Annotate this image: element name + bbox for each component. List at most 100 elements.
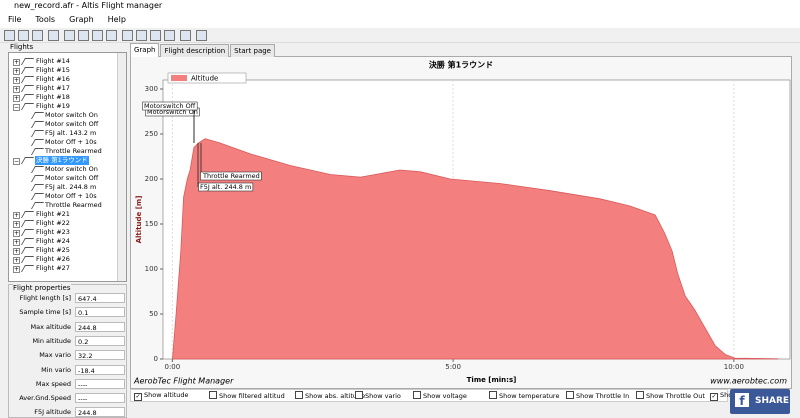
menu-item[interactable]: Graph [69, 15, 94, 24]
option[interactable]: Show Throttle In [566, 391, 629, 401]
menu-item[interactable]: Help [107, 15, 126, 24]
expander[interactable]: − [13, 158, 20, 165]
tree-row[interactable]: Throttle Rearmed [9, 147, 117, 156]
menu-item[interactable]: File [8, 15, 22, 24]
tool-graph3[interactable] [150, 30, 161, 41]
tree-icon [30, 112, 45, 119]
tool-zoom-fit[interactable] [106, 30, 117, 41]
expander[interactable]: + [13, 221, 20, 228]
tree-row[interactable]: + Flight #17 [9, 84, 117, 93]
expander[interactable]: + [13, 86, 20, 93]
property-value: 244.8 [75, 321, 125, 332]
y-tick-label: 50 [149, 310, 158, 318]
tab[interactable]: Graph [130, 43, 160, 57]
tool-zoom[interactable] [64, 30, 75, 41]
tree-row[interactable]: + Flight #25 [9, 246, 117, 255]
annotation-label: Throttle Rearmed [202, 172, 260, 180]
tool-erase[interactable] [196, 30, 207, 41]
tool-save[interactable] [32, 30, 43, 41]
checkbox[interactable] [413, 391, 421, 399]
tool-zoom-out[interactable] [92, 30, 103, 41]
tree-row[interactable]: Motor switch On [9, 165, 117, 174]
tree-row[interactable]: + Flight #22 [9, 219, 117, 228]
toolbar [0, 28, 800, 43]
checkbox[interactable] [355, 391, 363, 399]
tree-row[interactable]: + Flight #14 [9, 57, 117, 66]
option[interactable]: Show temperature [489, 391, 559, 401]
tree-row[interactable]: + Flight #23 [9, 228, 117, 237]
option[interactable]: Show voltage [413, 391, 467, 401]
checkbox[interactable]: ✓ [134, 393, 142, 401]
scrollbar[interactable] [117, 53, 126, 281]
tree-row[interactable]: + Flight #26 [9, 255, 117, 264]
checkbox[interactable] [636, 391, 644, 399]
expander[interactable]: + [13, 59, 20, 66]
event-label: Motor switch Off [45, 120, 99, 128]
tree-row[interactable]: F5J alt. 143.2 m [9, 129, 117, 138]
flight-label: Flight #16 [36, 75, 70, 83]
x-tick-label: 5:00 [445, 363, 461, 371]
expander[interactable]: + [13, 95, 20, 102]
property-value: 244.8 [75, 407, 125, 418]
checkbox[interactable] [566, 391, 574, 399]
checkbox[interactable] [209, 391, 217, 399]
tool-new[interactable] [4, 30, 15, 41]
tab[interactable]: Start page [230, 44, 275, 57]
tree-icon [20, 94, 35, 101]
tree-row[interactable]: Motor Off + 10s [9, 138, 117, 147]
expander[interactable]: + [13, 230, 20, 237]
expander[interactable]: + [13, 212, 20, 219]
tree-row[interactable]: Motor switch On [9, 111, 117, 120]
tree-row[interactable]: + Flight #15 [9, 66, 117, 75]
tree-row[interactable]: − Flight #19 [9, 102, 117, 111]
option[interactable]: Show vario [355, 391, 401, 401]
tree-row[interactable]: + Flight #27 [9, 264, 117, 273]
tree-icon [20, 103, 35, 110]
tree-row[interactable]: Throttle Rearmed [9, 201, 117, 210]
flight-label: Flight #19 [36, 102, 70, 110]
expander[interactable]: + [13, 68, 20, 75]
tool-close[interactable] [180, 30, 191, 41]
tree-row[interactable]: + Flight #16 [9, 75, 117, 84]
expander[interactable]: + [13, 257, 20, 264]
tree-icon [30, 121, 45, 128]
tool-graph2[interactable] [136, 30, 147, 41]
property-label: Max vario [39, 351, 71, 360]
menu-item[interactable]: Tools [35, 15, 56, 24]
tree-row[interactable]: F5J alt. 244.8 m [9, 183, 117, 192]
tab[interactable]: Flight description [160, 44, 230, 57]
event-label: Motor Off + 10s [45, 192, 97, 200]
checkbox[interactable] [295, 391, 303, 399]
tree-row[interactable]: + Flight #24 [9, 237, 117, 246]
tree-icon [20, 229, 35, 236]
tool-zoom-in[interactable] [78, 30, 89, 41]
option-label: Show [720, 391, 738, 399]
checkbox[interactable]: ✓ [710, 393, 718, 401]
share-button[interactable]: f SHARE [730, 389, 790, 414]
option[interactable]: ✓ Show [710, 391, 738, 401]
tree-row[interactable]: + Flight #21 [9, 210, 117, 219]
tree-row[interactable]: − 決勝 第1ラウンド [9, 156, 117, 165]
expander[interactable]: + [13, 77, 20, 84]
option[interactable]: Show filtered altitud [209, 391, 285, 401]
expander[interactable]: + [13, 239, 20, 246]
checkbox[interactable] [489, 391, 497, 399]
event-label: Motor switch Off [45, 174, 99, 182]
option[interactable]: ✓ Show altitude [134, 391, 189, 401]
option[interactable]: Show abs. altitude [295, 391, 365, 401]
y-tick-label: 200 [145, 175, 158, 183]
tree-icon [20, 265, 35, 272]
expander[interactable]: + [13, 266, 20, 273]
tool-graph4[interactable] [164, 30, 175, 41]
tree-row[interactable]: Motor switch Off [9, 120, 117, 129]
tool-graph[interactable] [122, 30, 133, 41]
tree-row[interactable]: Motor Off + 10s [9, 192, 117, 201]
tree-row[interactable]: + Flight #18 [9, 93, 117, 102]
flight-label: Flight #17 [36, 84, 70, 92]
expander[interactable]: + [13, 248, 20, 255]
tree-row[interactable]: Motor switch Off [9, 174, 117, 183]
tool-open[interactable] [18, 30, 29, 41]
expander[interactable]: − [13, 104, 20, 111]
tool-print[interactable] [48, 30, 59, 41]
option[interactable]: Show Throttle Out [636, 391, 705, 401]
